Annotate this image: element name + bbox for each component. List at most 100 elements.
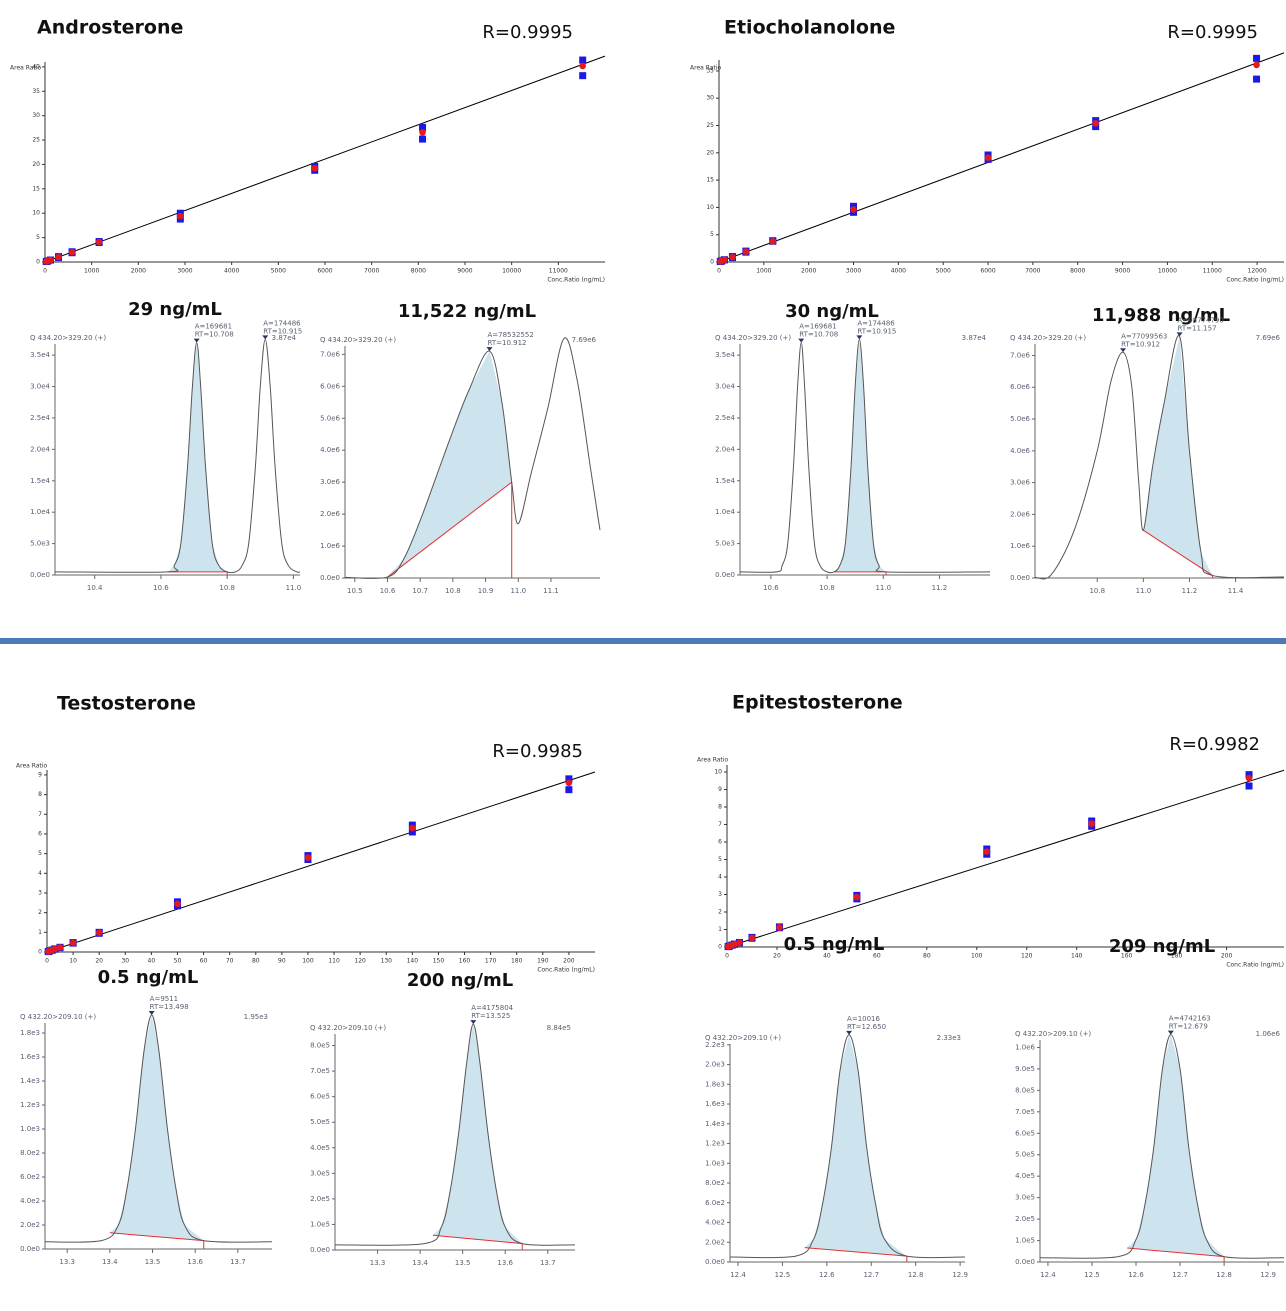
trace-label: Q 434.20>329.20 (+) <box>30 334 106 342</box>
y-tick-label: 20 <box>32 161 40 168</box>
mean-point <box>56 944 64 951</box>
trace <box>729 1034 966 1259</box>
x-tick-label: 7000 <box>1025 268 1040 275</box>
chart-title: Androsterone <box>37 17 183 39</box>
r-annotation: R=0.9985 <box>492 741 583 762</box>
max-intensity: 7.69e6 <box>1256 334 1281 342</box>
y-tick-label: 6.0e5 <box>310 1093 330 1101</box>
x-tick-label: 13.4 <box>412 1259 428 1267</box>
chart-title: Epitestosterone <box>732 692 903 714</box>
mean-point <box>742 248 750 255</box>
y-tick-label: 40 <box>32 63 40 70</box>
x-tick-label: 12.5 <box>775 1271 791 1279</box>
mean-point <box>1088 820 1095 827</box>
y-tick-label: 3.0e5 <box>310 1169 330 1177</box>
x-tick-label: 13.5 <box>145 1258 161 1266</box>
y-tick-label: 2.5e4 <box>715 414 735 422</box>
mean-point <box>174 900 181 908</box>
trace-label: Q 432.20>209.10 (+) <box>705 1034 781 1042</box>
y-tick-label: 1 <box>718 926 722 933</box>
r-annotation: R=0.9995 <box>482 22 573 43</box>
mean-point <box>419 128 426 136</box>
x-tick-label: 10.6 <box>380 587 396 595</box>
y-tick-label: 2 <box>38 909 42 916</box>
x-tick-label: 30 <box>121 958 129 965</box>
y-tick-label: 0 <box>710 259 714 266</box>
y-tick-label: 2.0e4 <box>715 445 735 453</box>
x-tick-label: 130 <box>381 958 393 965</box>
y-tick-label: 7.0e5 <box>1015 1108 1035 1116</box>
max-intensity: 2.33e3 <box>937 1034 961 1042</box>
y-axis-label: Area Ratio <box>690 65 721 72</box>
mean-point <box>47 256 54 264</box>
y-tick-label: 0.0e0 <box>1015 1258 1035 1266</box>
x-tick-label: 13.3 <box>59 1258 75 1266</box>
mean-point <box>579 62 586 70</box>
trace <box>1039 1034 1285 1259</box>
apex-marker <box>148 1011 155 1015</box>
y-tick-label: 6.0e6 <box>1010 383 1030 391</box>
replicate-point <box>579 72 587 80</box>
y-tick-label: 1.0e4 <box>30 508 50 516</box>
peak-label: A=78532552 <box>488 331 534 339</box>
x-tick-label: 0 <box>717 268 721 275</box>
peak-label: RT=12.679 <box>1169 1023 1208 1031</box>
chromatogram-heading: 11,988 ng/mL <box>1092 305 1230 326</box>
x-tick-label: 12.9 <box>952 1271 968 1279</box>
x-tick-label: 40 <box>148 958 156 965</box>
y-tick-label: 9 <box>38 771 42 778</box>
y-tick-label: 3 <box>38 889 42 896</box>
mean-point <box>983 848 991 855</box>
integration-baseline <box>804 1247 907 1257</box>
replicate-point <box>1253 75 1261 83</box>
x-tick-label: 11.2 <box>1182 587 1198 595</box>
y-axis-label: Area Ratio <box>697 757 728 764</box>
y-tick-label: 8.0e2 <box>20 1149 40 1157</box>
y-tick-label: 10 <box>714 769 722 776</box>
integration-baseline <box>432 1234 523 1245</box>
x-tick-label: 9000 <box>457 268 472 275</box>
x-tick-label: 0 <box>725 953 729 960</box>
replicate-point <box>419 123 427 131</box>
chromatogram-heading: 29 ng/mL <box>128 299 222 320</box>
x-tick-label: 180 <box>1171 953 1183 960</box>
replicate-point <box>579 56 587 64</box>
y-tick-label: 0.0e0 <box>1010 574 1030 582</box>
mean-point <box>1253 61 1260 69</box>
y-tick-label: 0.0e0 <box>30 571 50 579</box>
x-axis-label: Conc.Ratio (ng/mL) <box>537 967 595 974</box>
y-tick-label: 0 <box>718 944 722 951</box>
fit-line <box>46 771 596 953</box>
x-tick-label: 6000 <box>980 268 995 275</box>
y-tick-label: 7.0e5 <box>310 1067 330 1075</box>
peak-label: A=169681 <box>195 323 232 331</box>
y-tick-label: 6.0e2 <box>705 1199 725 1207</box>
r-annotation: R=0.9982 <box>1169 734 1260 755</box>
x-tick-label: 80 <box>923 953 931 960</box>
x-tick-label: 1000 <box>84 268 99 275</box>
x-tick-label: 5000 <box>271 268 286 275</box>
y-tick-label: 5.0e3 <box>715 540 735 548</box>
x-tick-label: 0 <box>45 958 49 965</box>
y-tick-label: 2.0e6 <box>320 510 340 518</box>
y-tick-label: 5 <box>38 850 42 857</box>
x-tick-label: 3000 <box>177 268 192 275</box>
x-tick-label: 12.8 <box>908 1271 924 1279</box>
peak-label: RT=13.525 <box>471 1012 510 1020</box>
mean-point <box>409 824 416 832</box>
y-tick-label: 3.0e4 <box>715 383 735 391</box>
mean-point <box>748 934 756 942</box>
apex-marker <box>470 1020 477 1025</box>
chromatogram-heading: 30 ng/mL <box>785 301 879 322</box>
peak-label: RT=13.498 <box>150 1003 189 1011</box>
x-tick-label: 170 <box>485 958 497 965</box>
x-axis-label: Conc.Ratio (ng/mL) <box>1226 962 1284 969</box>
x-tick-label: 10000 <box>502 268 521 275</box>
y-tick-label: 20 <box>706 149 714 156</box>
mean-point <box>177 212 184 220</box>
y-tick-label: 6.0e2 <box>20 1173 40 1181</box>
y-tick-label: 4.0e2 <box>705 1219 725 1227</box>
mean-point <box>565 779 573 787</box>
max-intensity: 1.95e3 <box>244 1013 268 1021</box>
